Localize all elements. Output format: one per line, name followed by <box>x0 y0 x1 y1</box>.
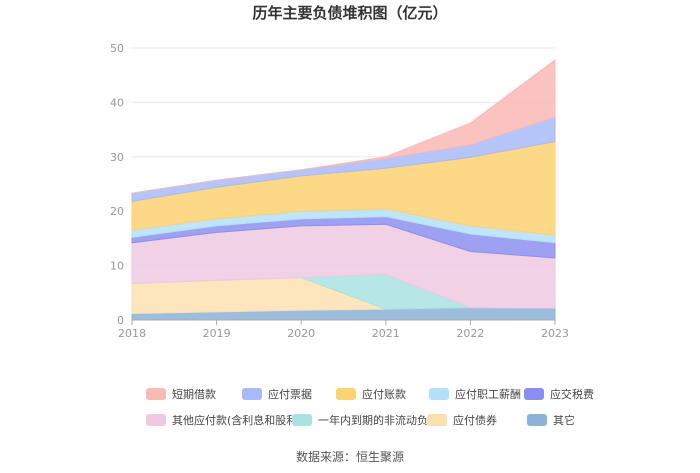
legend-label: 其它 <box>553 414 575 427</box>
area-series-group <box>131 58 556 321</box>
legend-item[interactable]: 应交税费 <box>524 386 594 402</box>
legend-swatch <box>427 414 447 426</box>
y-tick-label: 0 <box>117 314 124 327</box>
y-tick-label: 10 <box>110 260 124 273</box>
x-tick-label: 2023 <box>541 327 569 340</box>
x-tick-label: 2020 <box>287 327 315 340</box>
chart-title: 历年主要负债堆积图（亿元） <box>252 4 448 22</box>
legend-swatch <box>527 414 547 426</box>
legend-label: 短期借款 <box>172 388 216 401</box>
y-tick-label: 40 <box>110 96 124 109</box>
legend-item[interactable]: 应付账款 <box>336 386 406 402</box>
legend-item[interactable]: 其他应付款(含利息和股利) <box>146 412 302 428</box>
legend-label: 应付债券 <box>453 414 497 427</box>
x-tick-label: 2019 <box>203 327 231 340</box>
legend-label: 其他应付款(含利息和股利) <box>172 414 302 427</box>
legend-item[interactable]: 应付职工薪酬 <box>429 386 521 402</box>
legend-swatch <box>242 388 262 400</box>
y-tick-label: 30 <box>110 151 124 164</box>
legend-swatch <box>146 388 166 400</box>
legend-item[interactable]: 应付票据 <box>242 386 312 402</box>
legend-label: 应交税费 <box>550 388 594 401</box>
area-series-8 <box>131 58 556 194</box>
legend-label: 应付票据 <box>268 388 312 401</box>
legend-item[interactable]: 一年内到期的非流动负债 <box>292 412 439 428</box>
legend-swatch <box>524 388 544 400</box>
legend-label: 应付账款 <box>362 388 406 401</box>
axes: 0 10 20 30 40 50 2018 2019 2020 2021 2022 2023 <box>110 42 569 340</box>
legend-swatch <box>292 414 312 426</box>
legend-item[interactable]: 应付债券 <box>427 412 497 428</box>
legend-label: 应付职工薪酬 <box>455 388 521 401</box>
legend-swatch <box>146 414 166 426</box>
x-tick-label: 2022 <box>456 327 484 340</box>
y-tick-label: 20 <box>110 205 124 218</box>
x-tick-label: 2021 <box>372 327 400 340</box>
legend-item[interactable]: 其它 <box>527 412 575 428</box>
legend-swatch <box>336 388 356 400</box>
legend-swatch <box>429 388 449 400</box>
source-note: 数据来源：恒生聚源 <box>295 450 404 464</box>
legend-item[interactable]: 短期借款 <box>146 386 216 402</box>
x-tick-label: 2018 <box>118 327 146 340</box>
y-tick-label: 50 <box>110 42 124 55</box>
legend-label: 一年内到期的非流动负债 <box>318 414 439 427</box>
